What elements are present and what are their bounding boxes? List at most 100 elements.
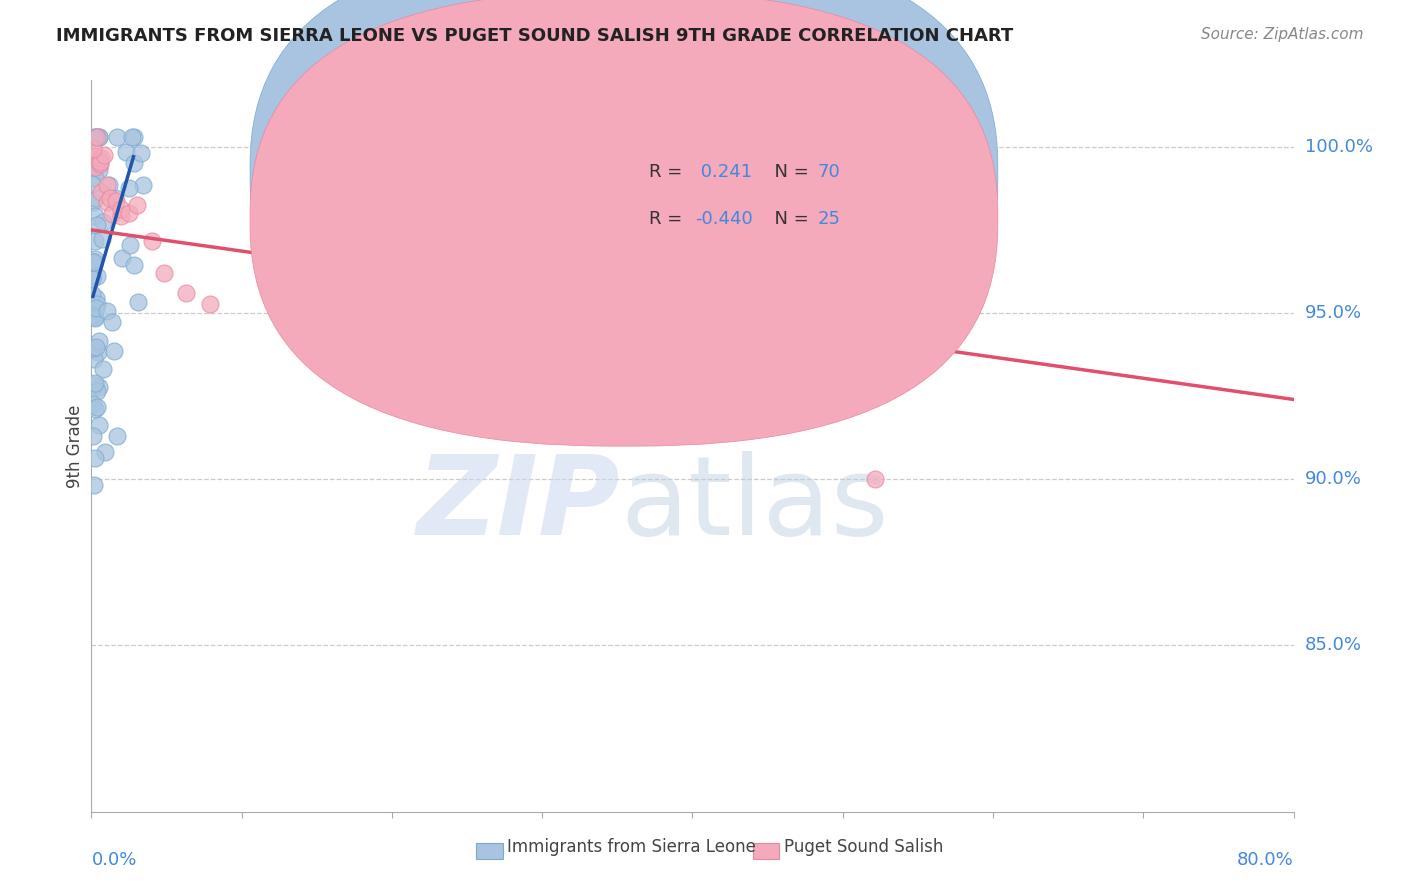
Bar (477, 843, 502, 859)
Point (96, 178, 118, 193)
Point (98, 191, 121, 205)
Point (86, 268, 108, 283)
Point (110, 209, 132, 223)
Point (82, 255, 104, 269)
Point (84, 340, 107, 354)
Text: N =: N = (763, 162, 815, 180)
Point (83, 451, 105, 466)
Point (86, 219, 108, 233)
Point (82, 429, 104, 443)
Point (105, 429, 128, 443)
Point (122, 156, 145, 170)
Text: IMMIGRANTS FROM SIERRA LEONE VS PUGET SOUND SALISH 9TH GRADE CORRELATION CHART: IMMIGRANTS FROM SIERRA LEONE VS PUGET SO… (56, 27, 1014, 45)
Point (83, 234, 105, 248)
Point (87, 129, 110, 144)
Point (110, 202, 132, 216)
Point (118, 237, 141, 252)
Point (90, 232, 112, 246)
Text: -0.440: -0.440 (695, 210, 752, 227)
Text: 70: 70 (817, 162, 841, 180)
Point (82, 341, 104, 355)
Point (84, 301, 107, 315)
FancyBboxPatch shape (585, 131, 921, 249)
Point (83, 310, 105, 324)
Point (111, 251, 134, 265)
Point (83, 209, 105, 223)
FancyBboxPatch shape (250, 0, 998, 399)
Text: N =: N = (763, 210, 815, 227)
Text: atlas: atlas (620, 451, 889, 558)
Text: R =: R = (650, 162, 688, 180)
Text: 25: 25 (817, 210, 841, 227)
Point (89, 157, 111, 171)
Point (82, 153, 104, 167)
Point (86, 297, 108, 311)
Point (101, 315, 124, 329)
Point (115, 145, 138, 159)
Point (82, 396, 104, 410)
Point (93, 215, 115, 229)
Point (97, 178, 120, 193)
Point (132, 178, 155, 192)
Point (83, 255, 105, 269)
Point (84, 291, 107, 305)
Point (198, 297, 221, 311)
Y-axis label: 9th Grade: 9th Grade (66, 404, 84, 488)
Point (103, 344, 125, 359)
Point (91, 362, 114, 376)
Point (84, 401, 107, 416)
Point (84, 311, 107, 326)
Point (174, 285, 197, 300)
Point (153, 266, 176, 280)
Point (863, 472, 886, 486)
Point (82, 272, 104, 286)
Bar (752, 843, 779, 859)
Point (83, 161, 105, 175)
Point (96, 194, 118, 209)
Point (131, 146, 153, 161)
Point (105, 129, 128, 144)
Point (121, 129, 143, 144)
Text: 100.0%: 100.0% (1305, 137, 1372, 156)
Point (86, 153, 108, 167)
Point (84, 129, 107, 144)
Point (87, 379, 110, 393)
Point (94, 445, 117, 459)
Point (104, 191, 127, 205)
Point (83, 376, 105, 390)
Text: ZIP: ZIP (416, 451, 620, 558)
Point (89, 418, 111, 433)
Point (83, 149, 105, 163)
Point (93, 147, 115, 161)
Point (84, 129, 107, 144)
Point (90, 152, 112, 166)
Text: 95.0%: 95.0% (1305, 304, 1362, 322)
Point (86, 400, 108, 414)
Text: 80.0%: 80.0% (1237, 851, 1294, 869)
Point (101, 207, 124, 221)
Point (83, 352, 105, 367)
Point (86, 384, 108, 399)
Point (89, 155, 111, 169)
Point (86, 129, 108, 144)
Point (83, 477, 105, 491)
Text: 0.0%: 0.0% (91, 851, 136, 869)
Point (82, 142, 104, 156)
Point (83, 310, 105, 324)
Point (83, 149, 105, 163)
Point (122, 129, 145, 144)
Text: R =: R = (650, 210, 688, 227)
Point (83, 129, 105, 144)
Text: 90.0%: 90.0% (1305, 470, 1361, 488)
Point (96, 304, 118, 318)
Text: Puget Sound Salish: Puget Sound Salish (783, 838, 943, 855)
Point (82, 308, 104, 322)
Point (90, 185, 112, 199)
Point (82, 177, 104, 191)
Text: 0.241: 0.241 (695, 162, 752, 180)
Point (83, 257, 105, 271)
Text: Immigrants from Sierra Leone: Immigrants from Sierra Leone (508, 838, 756, 855)
Point (87, 129, 110, 144)
Text: 85.0%: 85.0% (1305, 637, 1361, 655)
Point (84, 191, 107, 205)
